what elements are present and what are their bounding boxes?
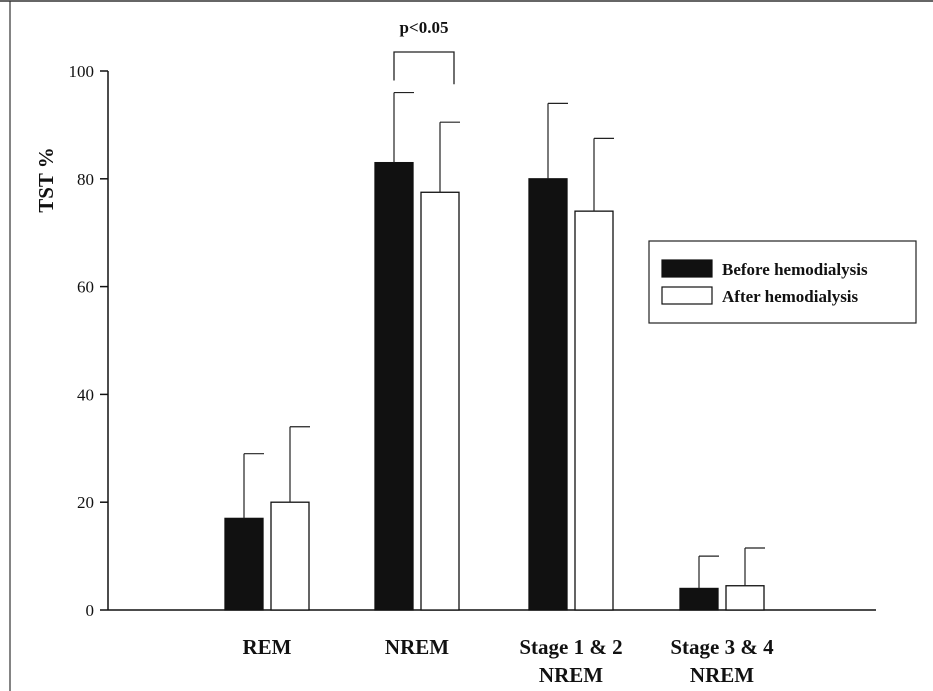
bar	[574, 210, 614, 611]
bars	[224, 91, 765, 611]
category-label: NREM	[385, 635, 449, 659]
y-ticks: 0 20 40 60 80 100	[69, 62, 108, 620]
y-tick-label: 20	[77, 493, 94, 512]
y-tick-label: 100	[69, 62, 95, 81]
category-label: Stage 1 & 2	[519, 635, 622, 659]
legend-entry: After hemodialysis	[722, 287, 859, 306]
legend-box	[648, 240, 917, 324]
legend-swatch	[661, 259, 713, 278]
category-label: REM	[243, 635, 292, 659]
category-label: Stage 3 & 4	[670, 635, 774, 659]
legend: Before hemodialysis After hemodialysis	[648, 240, 917, 324]
legend-swatch	[661, 286, 713, 305]
category-labels: REM NREM Stage 1 & 2 NREM Stage 3 & 4 NREM	[243, 635, 775, 687]
bar	[725, 585, 765, 611]
significance-bracket	[393, 51, 455, 85]
y-axis-label: TST %	[34, 147, 58, 213]
bar	[224, 517, 264, 611]
y-tick-label: 80	[77, 170, 94, 189]
category-label: NREM	[539, 663, 603, 687]
bar	[420, 191, 460, 611]
category-label: NREM	[690, 663, 754, 687]
y-tick-label: 0	[86, 601, 95, 620]
significance-label: p<0.05	[400, 18, 449, 37]
bar	[270, 501, 310, 611]
significance-annotation: p<0.05	[393, 18, 455, 85]
y-tick-label: 60	[77, 278, 94, 297]
legend-entry: Before hemodialysis	[722, 260, 868, 279]
bar	[679, 587, 719, 611]
bar	[528, 178, 568, 611]
y-tick-label: 40	[77, 385, 94, 404]
bar	[374, 161, 414, 611]
